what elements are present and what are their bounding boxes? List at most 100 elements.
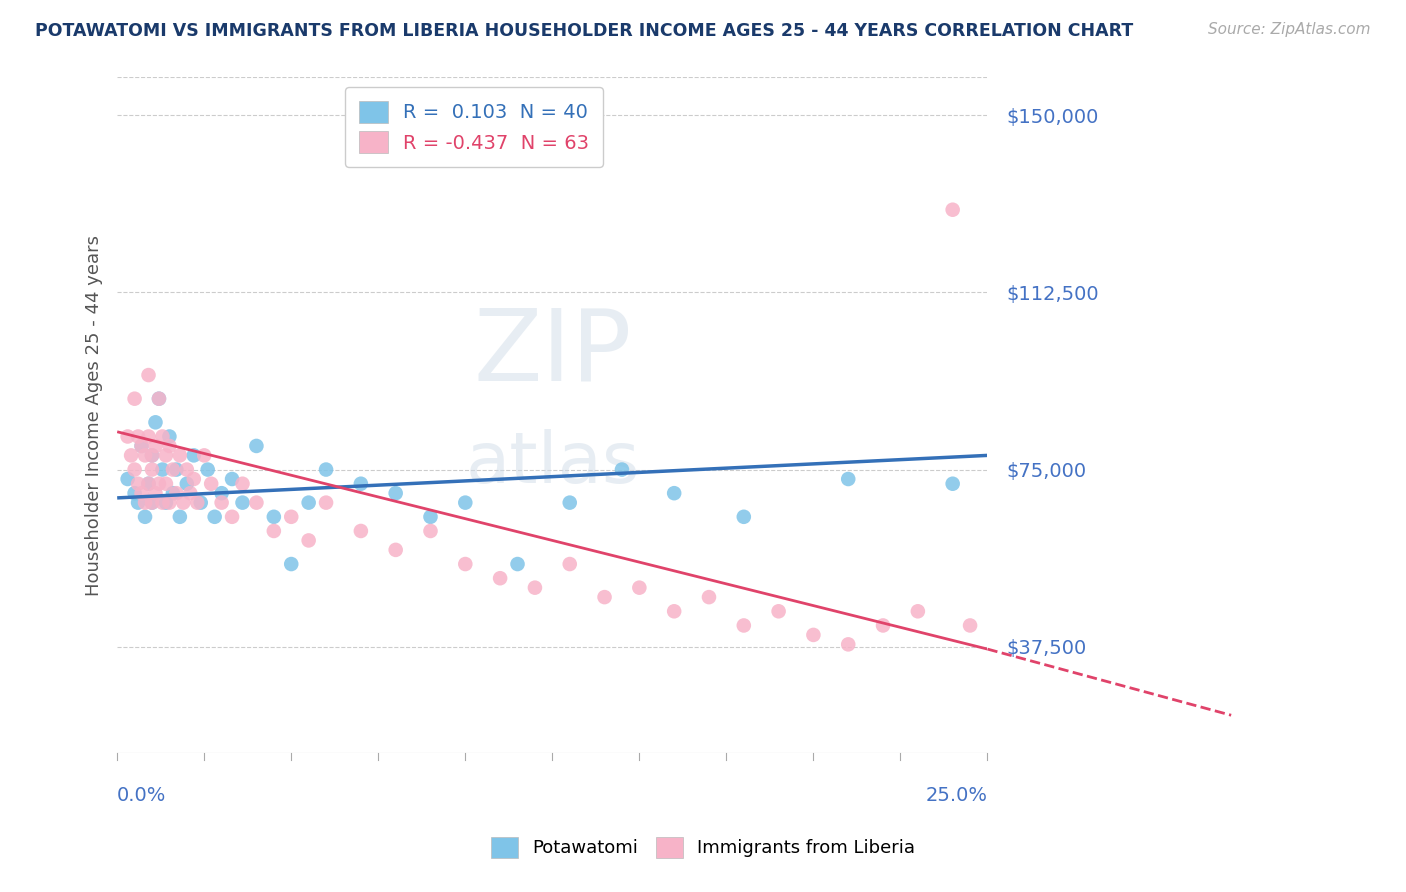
Point — [157, 439, 180, 453]
Point — [211, 495, 233, 509]
Point — [134, 495, 156, 509]
Point — [315, 462, 337, 476]
Point — [280, 509, 302, 524]
Point — [803, 628, 825, 642]
Point — [148, 392, 170, 406]
Point — [152, 495, 174, 509]
Text: ZIP: ZIP — [474, 305, 631, 401]
Point — [176, 476, 198, 491]
Point — [628, 581, 651, 595]
Point — [263, 524, 285, 538]
Point — [193, 449, 215, 463]
Point — [942, 476, 965, 491]
Point — [350, 524, 373, 538]
Point — [384, 486, 406, 500]
Point — [733, 509, 755, 524]
Point — [558, 557, 581, 571]
Point — [190, 495, 212, 509]
Point — [141, 449, 163, 463]
Point — [157, 495, 180, 509]
Point — [454, 557, 477, 571]
Point — [204, 509, 226, 524]
Point — [298, 495, 321, 509]
Point — [155, 495, 177, 509]
Point — [169, 449, 191, 463]
Point — [124, 392, 146, 406]
Point — [245, 439, 267, 453]
Point — [837, 637, 859, 651]
Point — [768, 604, 790, 618]
Point — [176, 462, 198, 476]
Point — [231, 495, 253, 509]
Text: 25.0%: 25.0% — [925, 786, 987, 805]
Point — [141, 462, 163, 476]
Point — [124, 486, 146, 500]
Point — [280, 557, 302, 571]
Point — [138, 429, 160, 443]
Point — [134, 449, 156, 463]
Point — [165, 462, 187, 476]
Point — [169, 509, 191, 524]
Point — [350, 476, 373, 491]
Point — [610, 462, 633, 476]
Point — [141, 449, 163, 463]
Point — [419, 524, 441, 538]
Point — [152, 462, 174, 476]
Point — [506, 557, 529, 571]
Point — [733, 618, 755, 632]
Point — [872, 618, 894, 632]
Point — [662, 604, 685, 618]
Point — [837, 472, 859, 486]
Point — [120, 449, 142, 463]
Point — [145, 486, 167, 500]
Point — [155, 476, 177, 491]
Point — [489, 571, 512, 585]
Point — [523, 581, 546, 595]
Point — [384, 542, 406, 557]
Point — [131, 439, 153, 453]
Point — [127, 476, 149, 491]
Point — [131, 439, 153, 453]
Point — [211, 486, 233, 500]
Point — [117, 472, 139, 486]
Legend: R =  0.103  N = 40, R = -0.437  N = 63: R = 0.103 N = 40, R = -0.437 N = 63 — [344, 87, 603, 167]
Point — [138, 476, 160, 491]
Point — [231, 476, 253, 491]
Point — [157, 429, 180, 443]
Point — [124, 462, 146, 476]
Point — [172, 495, 194, 509]
Point — [152, 429, 174, 443]
Text: POTAWATOMI VS IMMIGRANTS FROM LIBERIA HOUSEHOLDER INCOME AGES 25 - 44 YEARS CORR: POTAWATOMI VS IMMIGRANTS FROM LIBERIA HO… — [35, 22, 1133, 40]
Point — [419, 509, 441, 524]
Point — [593, 590, 616, 604]
Point — [200, 476, 222, 491]
Point — [454, 495, 477, 509]
Point — [221, 472, 243, 486]
Point — [148, 392, 170, 406]
Y-axis label: Householder Income Ages 25 - 44 years: Householder Income Ages 25 - 44 years — [86, 235, 103, 596]
Point — [141, 495, 163, 509]
Point — [959, 618, 981, 632]
Point — [183, 449, 205, 463]
Point — [162, 486, 184, 500]
Point — [662, 486, 685, 500]
Point — [263, 509, 285, 524]
Point — [162, 462, 184, 476]
Text: 0.0%: 0.0% — [117, 786, 166, 805]
Point — [141, 495, 163, 509]
Point — [298, 533, 321, 548]
Point — [148, 476, 170, 491]
Point — [558, 495, 581, 509]
Point — [134, 509, 156, 524]
Text: atlas: atlas — [465, 429, 640, 498]
Point — [127, 495, 149, 509]
Legend: Potawatomi, Immigrants from Liberia: Potawatomi, Immigrants from Liberia — [484, 830, 922, 865]
Point — [697, 590, 720, 604]
Point — [138, 476, 160, 491]
Point — [245, 495, 267, 509]
Point — [117, 429, 139, 443]
Point — [131, 486, 153, 500]
Point — [186, 495, 208, 509]
Text: Source: ZipAtlas.com: Source: ZipAtlas.com — [1208, 22, 1371, 37]
Point — [221, 509, 243, 524]
